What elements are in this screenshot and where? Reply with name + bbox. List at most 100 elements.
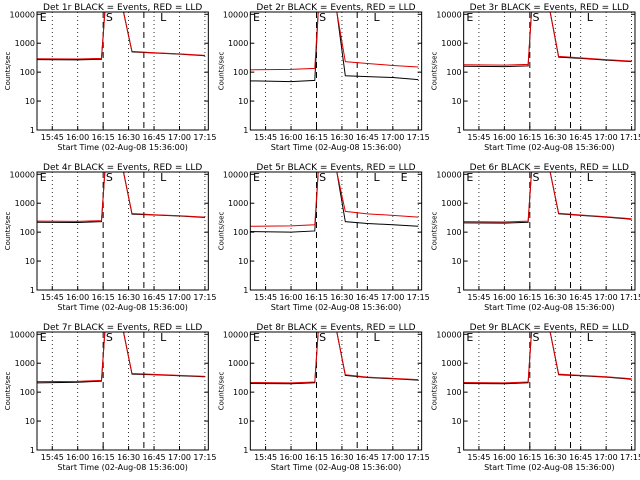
x-tick-label: 15:45 xyxy=(254,133,277,142)
marker-label-e: E xyxy=(466,331,473,344)
y-axis-label: Counts/sec xyxy=(217,212,225,251)
series-line-events xyxy=(250,12,419,83)
marker-label-l: L xyxy=(160,11,167,24)
marker-label-l: L xyxy=(373,331,380,344)
series-line-lld xyxy=(250,12,419,71)
x-tick-label: 16:30 xyxy=(117,453,140,462)
y-tick-label: 10 xyxy=(25,257,35,266)
x-axis-label: Start Time (02-Aug-08 15:36:00) xyxy=(271,463,402,472)
y-tick-label: 10 xyxy=(451,417,461,426)
x-axis-label: Start Time (02-Aug-08 15:36:00) xyxy=(57,463,188,472)
x-tick-label: 17:00 xyxy=(381,133,404,142)
x-tick-label: 16:15 xyxy=(305,453,328,462)
y-tick-label: 100 xyxy=(446,68,461,77)
x-tick-label: 16:00 xyxy=(66,133,89,142)
marker-label-e: E xyxy=(253,331,260,344)
y-tick-label: 1 xyxy=(243,286,248,295)
y-tick-label: 1 xyxy=(457,286,462,295)
chart-title: Det 9r BLACK = Events, RED = LLD xyxy=(470,323,629,333)
x-tick-label: 16:45 xyxy=(356,293,379,302)
x-tick-label: 17:00 xyxy=(168,453,191,462)
y-tick-label: 100 xyxy=(446,388,461,397)
x-tick-label: 16:15 xyxy=(305,293,328,302)
marker-label-s: S xyxy=(106,11,113,24)
marker-label-e: E xyxy=(40,171,47,184)
plot-frame xyxy=(463,11,636,131)
marker-label-l: L xyxy=(587,331,594,344)
x-tick-label: 17:15 xyxy=(407,453,430,462)
x-tick-label: 16:30 xyxy=(330,293,353,302)
chart-title: Det 6r BLACK = Events, RED = LLD xyxy=(470,163,629,173)
series-line-events xyxy=(37,172,205,224)
chart-title: Det 1r BLACK = Events, RED = LLD xyxy=(43,3,202,13)
marker-label-s: S xyxy=(533,331,540,344)
y-tick-label: 10000 xyxy=(10,170,35,179)
y-axis-label: Counts/sec xyxy=(217,52,225,91)
plot-frame xyxy=(249,11,423,131)
x-tick-label: 16:00 xyxy=(66,453,89,462)
marker-label-s: S xyxy=(319,11,326,24)
chart-title: Det 8r BLACK = Events, RED = LLD xyxy=(256,323,415,333)
x-tick-label: 16:30 xyxy=(330,453,353,462)
series-line-lld xyxy=(250,172,419,227)
x-tick-label: 16:00 xyxy=(280,453,303,462)
y-tick-label: 1 xyxy=(30,446,35,455)
marker-label-e: E xyxy=(40,331,47,344)
y-tick-label: 1000 xyxy=(15,199,35,208)
x-tick-label: 17:00 xyxy=(381,293,404,302)
marker-label-l: L xyxy=(160,171,167,184)
x-tick-label: 16:45 xyxy=(356,453,379,462)
y-tick-label: 1 xyxy=(243,446,248,455)
y-axis-label: Counts/sec xyxy=(431,52,439,91)
series-line-events xyxy=(463,172,632,224)
y-tick-label: 1000 xyxy=(441,39,461,48)
x-tick-label: 15:45 xyxy=(467,133,490,142)
y-tick-label: 10 xyxy=(25,417,35,426)
y-tick-label: 10 xyxy=(451,97,461,106)
x-tick-label: 16:30 xyxy=(544,133,567,142)
chart-title: Det 5r BLACK = Events, RED = LLD xyxy=(256,163,415,173)
marker-label-s: S xyxy=(106,171,113,184)
marker-label-e: E xyxy=(466,11,473,24)
x-tick-label: 16:00 xyxy=(66,293,89,302)
series-line-lld xyxy=(37,12,205,60)
plot-frame xyxy=(463,171,636,291)
x-tick-label: 16:30 xyxy=(544,453,567,462)
y-tick-label: 100 xyxy=(20,228,35,237)
marker-label-l: L xyxy=(160,331,167,344)
x-tick-label: 16:00 xyxy=(493,293,516,302)
chart-title: Det 7r BLACK = Events, RED = LLD xyxy=(43,323,202,333)
x-tick-label: 16:00 xyxy=(280,133,303,142)
series-line-events xyxy=(250,172,419,233)
x-tick-label: 16:15 xyxy=(92,293,115,302)
x-tick-label: 17:15 xyxy=(193,293,216,302)
x-tick-label: 16:45 xyxy=(569,453,592,462)
y-tick-label: 1000 xyxy=(228,39,248,48)
marker-label-s: S xyxy=(533,171,540,184)
x-tick-label: 16:45 xyxy=(143,453,166,462)
y-tick-label: 10 xyxy=(238,97,248,106)
x-axis-label: Start Time (02-Aug-08 15:36:00) xyxy=(484,143,615,152)
marker-label-s: S xyxy=(319,171,326,184)
x-axis-label: Start Time (02-Aug-08 15:36:00) xyxy=(57,303,188,312)
marker-label-l: L xyxy=(587,11,594,24)
x-tick-label: 17:15 xyxy=(620,453,640,462)
x-tick-label: 17:00 xyxy=(595,453,618,462)
x-tick-label: 16:30 xyxy=(330,133,353,142)
chart-title: Det 3r BLACK = Events, RED = LLD xyxy=(470,3,629,13)
marker-label-s: S xyxy=(106,331,113,344)
chart-title: Det 4r BLACK = Events, RED = LLD xyxy=(43,163,202,173)
y-tick-label: 100 xyxy=(446,228,461,237)
x-tick-label: 16:15 xyxy=(92,133,115,142)
x-axis-label: Start Time (02-Aug-08 15:36:00) xyxy=(271,143,402,152)
x-tick-label: 17:00 xyxy=(168,133,191,142)
marker-label-s: S xyxy=(319,331,326,344)
y-tick-label: 1 xyxy=(457,126,462,135)
x-tick-label: 16:00 xyxy=(280,293,303,302)
